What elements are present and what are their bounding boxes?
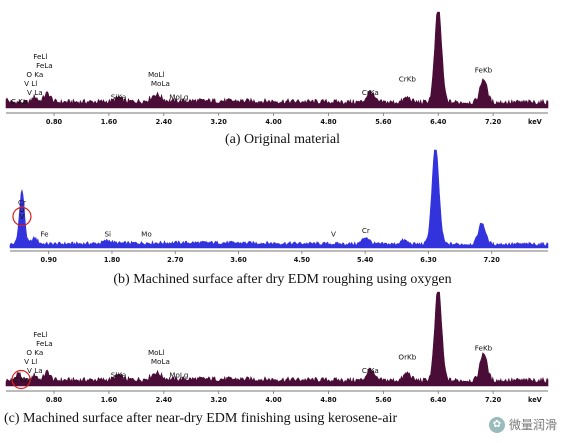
caption-b: (b) Machined surface after dry EDM rough…: [113, 272, 452, 287]
x-tick-label: 7.20: [485, 396, 502, 404]
x-axis-unit: keV: [528, 396, 543, 404]
peak-label: FeLl: [33, 330, 47, 339]
peak-label: V La: [27, 366, 43, 375]
spectrum-area: [5, 11, 549, 109]
x-tick-label: 3.20: [211, 396, 228, 404]
x-tick-label: 1.60: [101, 118, 118, 126]
peak-label: FeLa: [36, 339, 53, 348]
peak-label: Si: [104, 230, 111, 239]
peak-label: MoLl: [148, 70, 165, 79]
watermark: ✿ 微量润滑: [488, 416, 557, 433]
peak-label: V Ll: [24, 357, 37, 366]
caption-c: (c) Machined surface after near-dry EDM …: [4, 411, 398, 426]
spectrum-area: [5, 291, 549, 387]
peak-label: O Ka: [26, 348, 43, 357]
watermark-text: 微量润滑: [508, 418, 557, 432]
peak-label: V: [331, 230, 336, 239]
peak-label: V La: [27, 88, 43, 97]
x-tick-label: 0.80: [46, 396, 63, 404]
peak-label: Cr: [18, 198, 26, 207]
peak-label: FeLa: [36, 61, 53, 70]
x-tick-label: 7.20: [484, 256, 501, 264]
peak-label: MoLa: [151, 79, 170, 88]
highlight-circle: [11, 369, 31, 390]
x-tick-label: 3.20: [211, 118, 228, 126]
peak-label: SiKa: [111, 93, 127, 102]
peak-label: V Ll: [24, 79, 37, 88]
wechat-icon: ✿: [488, 416, 505, 433]
highlight-circle: [12, 206, 32, 227]
x-tick-label: 5.40: [357, 256, 374, 264]
peak-label: Mo: [141, 230, 152, 239]
spectrum-panel-a: 0.80 1.60 2.40 3.20 4.00 4.80 5.60 6.40 7.20 keV F…: [5, 11, 549, 126]
peak-label: CrKa: [362, 88, 379, 97]
peak-label: MoLg: [169, 93, 188, 102]
x-tick-label: 6.40: [430, 118, 447, 126]
x-tick-label: 4.50: [294, 256, 311, 264]
peak-label: C Ka: [11, 97, 27, 106]
x-axis-unit: keV: [528, 118, 543, 126]
peak-label: C Ka: [13, 375, 29, 384]
x-tick-label: 5.60: [375, 118, 392, 126]
peak-label: MoLa: [151, 357, 170, 366]
peak-label: CrKa: [362, 366, 379, 375]
peak-label: SiKa: [111, 371, 127, 380]
peak-label: Cr: [362, 226, 370, 235]
peak-label: O: [19, 205, 25, 214]
x-tick-label: 4.80: [320, 396, 337, 404]
peak-label: V: [19, 212, 24, 221]
x-tick-label: 6.40: [430, 396, 447, 404]
x-tick-label: 7.20: [485, 118, 502, 126]
x-tick-label: 4.00: [265, 396, 282, 404]
x-tick-label: 4.80: [320, 118, 337, 126]
peak-label: Fe: [40, 230, 49, 239]
peak-label: O Ka: [26, 70, 43, 79]
x-tick-label: 2.40: [156, 396, 173, 404]
x-tick-label: 2.40: [156, 118, 173, 126]
peak-label: MoLg: [169, 371, 188, 380]
x-tick-label: 2.70: [167, 256, 184, 264]
x-tick-label: 1.80: [104, 256, 121, 264]
caption-a: (a) Original material: [224, 132, 341, 147]
x-tick-label: 1.60: [101, 396, 118, 404]
peak-label: MoLl: [148, 348, 165, 357]
peak-label: CrKb: [399, 75, 417, 84]
x-tick-label: 6.30: [420, 256, 437, 264]
x-tick-label: 5.60: [375, 396, 392, 404]
x-tick-label: 0.80: [46, 118, 63, 126]
spectrum-panel-c: 0.80 1.60 2.40 3.20 4.00 4.80 5.60 6.40 7.20 keV F…: [5, 291, 549, 404]
x-tick-label: 4.00: [265, 118, 282, 126]
peak-label: FeKb: [475, 344, 493, 353]
peak-label: FeKb: [475, 66, 493, 75]
spectrum-area: [9, 149, 549, 249]
x-tick-label: 3.60: [230, 256, 247, 264]
peak-label: OrKb: [398, 353, 416, 362]
spectrum-panel-b: 0.901.802.703.604.505.406.307.20CrOVCFeS…: [9, 149, 549, 264]
peak-label: FeLl: [33, 52, 47, 61]
x-tick-label: 0.90: [41, 256, 58, 264]
